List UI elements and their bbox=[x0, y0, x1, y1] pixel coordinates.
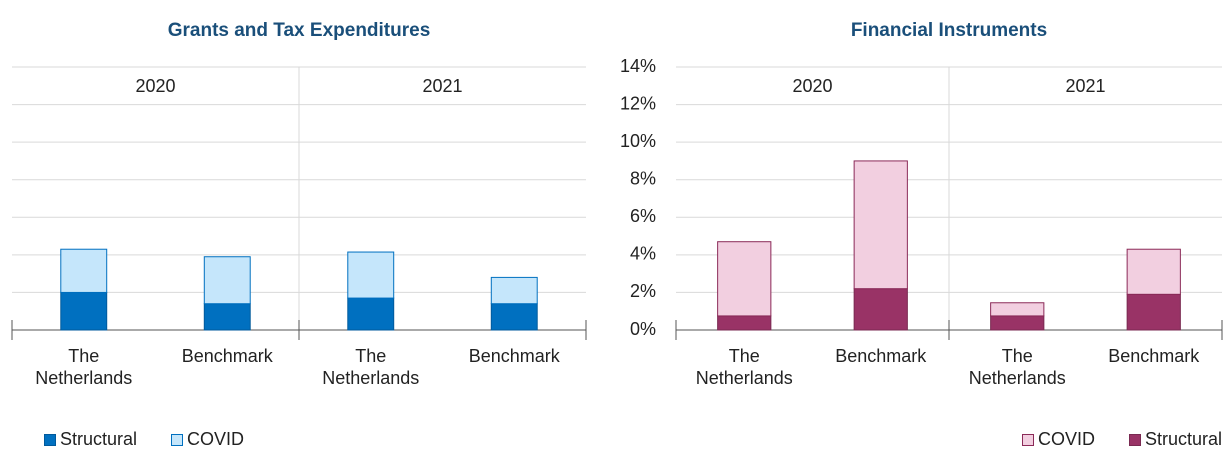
x-tick-label: Benchmark bbox=[181, 346, 273, 366]
x-tick-label: The Netherlands bbox=[968, 346, 1066, 388]
bar-segment bbox=[853, 160, 908, 290]
bar-segment bbox=[347, 297, 395, 331]
y-tick-label: 4% bbox=[630, 244, 656, 264]
chart-title: Financial Instruments bbox=[851, 20, 1047, 41]
bar-segment bbox=[490, 303, 538, 331]
x-tick-label: Benchmark bbox=[1108, 346, 1200, 366]
group-label: 2020 bbox=[135, 76, 175, 96]
legend-item: Structural bbox=[44, 429, 137, 450]
legend: COVID Structural bbox=[1021, 429, 1222, 450]
y-tick-label: 2% bbox=[630, 281, 656, 301]
y-tick-label: 10% bbox=[620, 131, 656, 151]
y-tick-label: 14% bbox=[620, 56, 656, 76]
bar-segment bbox=[347, 251, 395, 299]
bar-segment bbox=[717, 315, 772, 331]
legend-item: COVID bbox=[1021, 429, 1095, 450]
group-label: 2021 bbox=[422, 76, 462, 96]
legend-label: COVID bbox=[187, 429, 245, 449]
bar-segment bbox=[203, 303, 251, 331]
x-tick-label: Benchmark bbox=[835, 346, 927, 366]
bar-segment bbox=[990, 302, 1045, 317]
group-label: 2020 bbox=[792, 76, 832, 96]
legend-label: Structural bbox=[1144, 429, 1222, 449]
group-label: 2021 bbox=[1065, 76, 1105, 96]
bar-segment bbox=[60, 248, 108, 293]
y-tick-label: 6% bbox=[630, 206, 656, 226]
y-tick-label: 12% bbox=[620, 93, 656, 113]
bar-segment bbox=[490, 276, 538, 305]
bar-segment bbox=[203, 256, 251, 305]
x-tick-label: The Netherlands bbox=[695, 346, 793, 388]
legend-swatch bbox=[171, 433, 184, 446]
chart-title: Grants and Tax Expenditures bbox=[168, 20, 431, 41]
bar-segment bbox=[1126, 293, 1181, 331]
legend-swatch bbox=[1128, 433, 1141, 446]
legend: Structural COVID bbox=[44, 429, 244, 450]
legend-swatch bbox=[44, 433, 56, 446]
legend-item: COVID bbox=[171, 429, 244, 450]
x-tick-label: The Netherlands bbox=[322, 346, 420, 388]
x-tick-label: The Netherlands bbox=[35, 346, 133, 388]
legend-swatch bbox=[1021, 433, 1034, 446]
bar-segment bbox=[60, 291, 108, 331]
bar-segment bbox=[717, 241, 772, 317]
legend-label: Structural bbox=[60, 429, 138, 449]
legend-item: Structural bbox=[1128, 429, 1222, 450]
y-tick-label: 0% bbox=[630, 319, 656, 339]
bar-segment bbox=[990, 315, 1045, 331]
y-tick-label: 8% bbox=[630, 168, 656, 188]
bar-segment bbox=[853, 288, 908, 331]
x-tick-label: Benchmark bbox=[468, 346, 560, 366]
bar-segment bbox=[1126, 248, 1181, 295]
legend-label: COVID bbox=[1037, 429, 1095, 449]
